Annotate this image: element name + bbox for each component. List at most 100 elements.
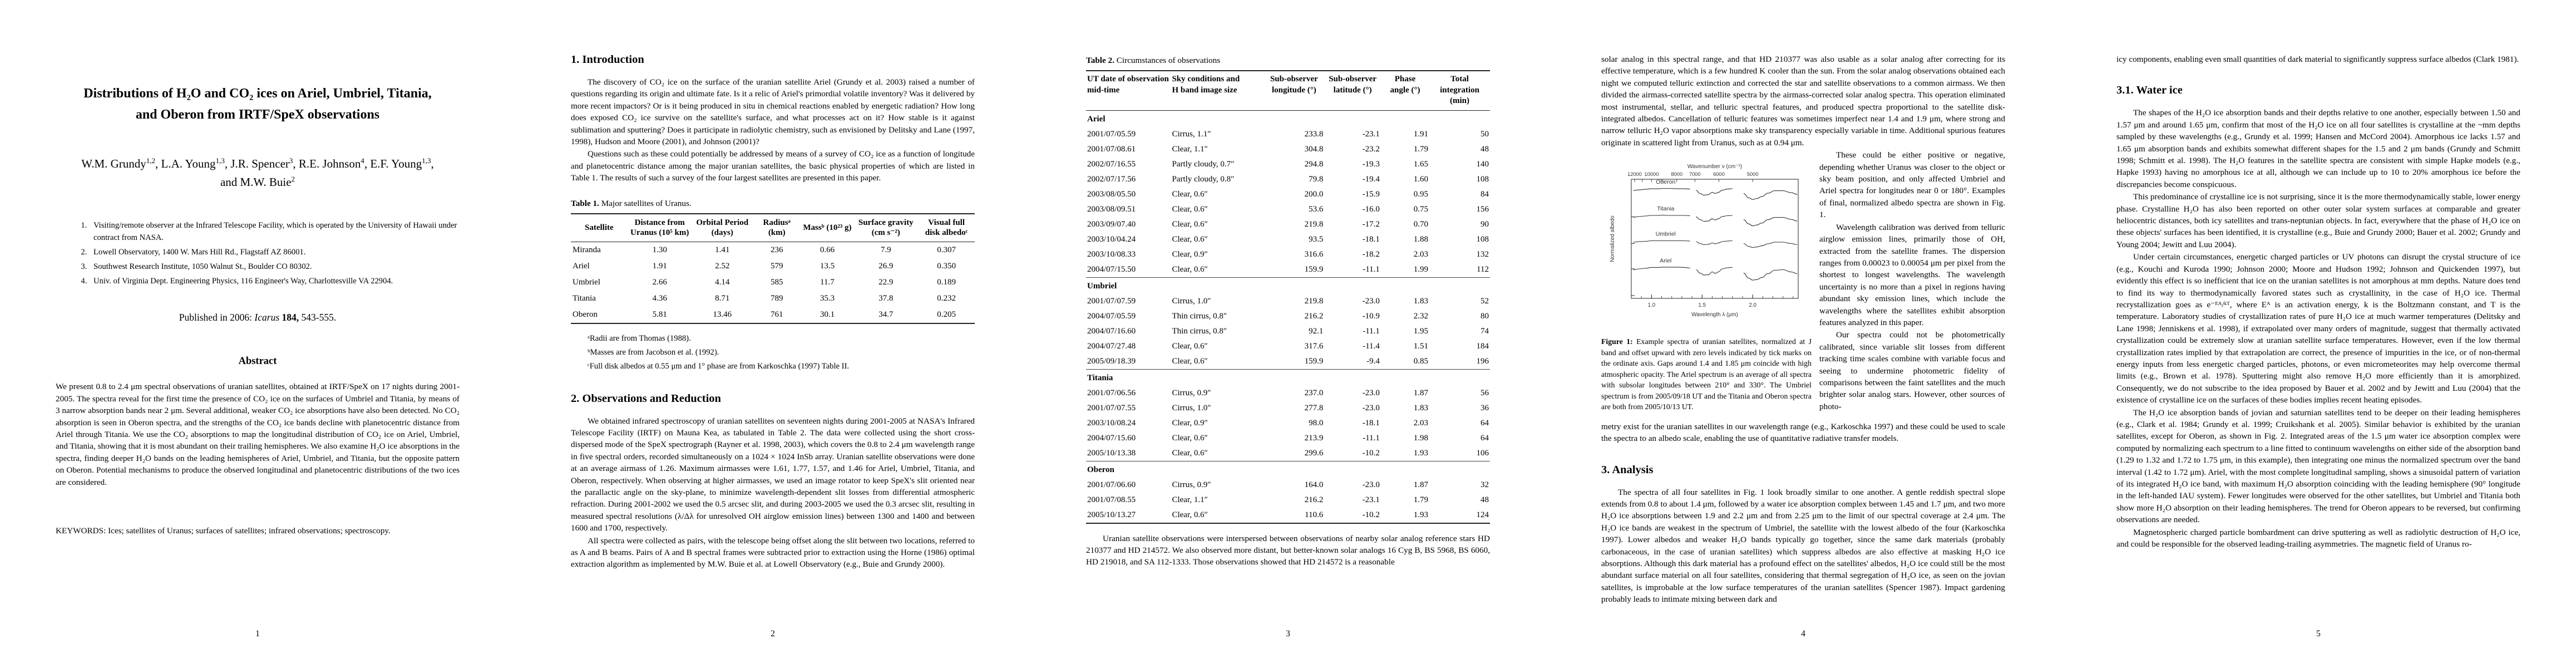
table-cell: 124 bbox=[1476, 510, 1489, 519]
axis-text: 8000 bbox=[1671, 171, 1682, 177]
table-cell: Partly cloudy, 0.7″ bbox=[1172, 159, 1235, 169]
page-number: 4 bbox=[1801, 629, 1805, 638]
spectrum-curve-ariel bbox=[1633, 267, 1690, 271]
paragraph: The H₂O ice absorption bands of jovian a… bbox=[2116, 407, 2520, 525]
table-cell: 789 bbox=[770, 294, 783, 303]
table-row: 2003/09/07.40 Clear, 0.6″ 219.8 -17.2 0.70 90 bbox=[1086, 217, 1490, 232]
table-cell: 2001/07/08.55 bbox=[1087, 495, 1136, 504]
table-cell: Clear, 0.6″ bbox=[1172, 264, 1208, 274]
table-cell: 1.51 bbox=[1413, 341, 1429, 351]
abstract-text: We present 0.8 to 2.4 μm spectral observ… bbox=[56, 382, 460, 487]
table-cell: 2004/07/16.60 bbox=[1087, 326, 1136, 336]
table-cell: 1.60 bbox=[1413, 174, 1429, 184]
table-cell: -23.1 bbox=[1362, 495, 1380, 504]
table-cell: 90 bbox=[1481, 219, 1489, 229]
affiliation: Visiting/remote observer at the Infrared… bbox=[89, 220, 460, 244]
axis-text: Wavelength λ (μm) bbox=[1691, 312, 1738, 318]
section-heading-introduction: 1. Introduction bbox=[571, 53, 644, 66]
table-cell: -10.2 bbox=[1362, 448, 1380, 458]
table-cell: 216.2 bbox=[1304, 311, 1324, 321]
spectrum-curve-titania bbox=[1633, 215, 1690, 218]
published-line: Published in 2006: Icarus 184, 543-555. bbox=[56, 312, 460, 323]
table-cell: 237.0 bbox=[1304, 388, 1324, 397]
series-label-umbriel: Umbriel bbox=[1656, 231, 1676, 238]
table-row: 2005/10/13.27 Clear, 0.6″ 110.6 -10.2 1.93 12… bbox=[1086, 508, 1490, 523]
author: L.A. Young1,3, bbox=[161, 156, 231, 170]
table-cell: 156 bbox=[1476, 204, 1489, 214]
axis-text: 12000 bbox=[1627, 171, 1642, 177]
table-row: 2004/07/15.60 Clear, 0.6″ 213.9 -11.1 1.98 64 bbox=[1086, 431, 1490, 446]
table-cell: Clear, 0.6″ bbox=[1172, 341, 1208, 351]
table-cell: 1.79 bbox=[1413, 495, 1429, 504]
table-cell: 11.7 bbox=[820, 278, 835, 287]
paragraph: The spectra of all four satellites in Fi… bbox=[1601, 487, 2005, 605]
paragraph: The shapes of the H₂O ice absorption ban… bbox=[2116, 108, 2520, 189]
page-4: solar analog in this spectral range, and… bbox=[1546, 0, 2061, 668]
table-cell: 50 bbox=[1481, 129, 1489, 139]
table-row: 2001/07/08.61 Clear, 1.1″ 304.8 -23.2 1.79 48 bbox=[1086, 142, 1490, 157]
table-cell: 35.3 bbox=[820, 294, 835, 303]
published-prefix: Published in 2006: bbox=[179, 312, 255, 323]
table-row: Umbriel 2.66 4.14 585 11.7 22.9 0.189 bbox=[571, 274, 975, 291]
satellite-group-oberon: Oberon 2001/07/06.60 Cirrus, 0.9″ 164.0 -23.… bbox=[1086, 461, 1490, 523]
author: E.F. Young1,3, bbox=[370, 156, 434, 170]
column-header: UT date of observation mid-time bbox=[1086, 71, 1171, 111]
table-row: 2001/07/07.59 Cirrus, 1.0″ 219.8 -23.0 1.83 5… bbox=[1086, 294, 1490, 309]
table-row: 2003/08/05.50 Clear, 0.6″ 200.0 -15.9 0.95 84 bbox=[1086, 187, 1490, 202]
table-cell: -11.1 bbox=[1363, 326, 1380, 336]
table-cell: 213.9 bbox=[1304, 433, 1324, 443]
satellite-group-umbriel: Umbriel 2001/07/07.59 Cirrus, 1.0″ 219.8 -23… bbox=[1086, 277, 1490, 369]
paragraph: Magnetospheric charged particle bombardm… bbox=[2116, 527, 2520, 549]
table-cell: -23.0 bbox=[1362, 480, 1380, 489]
paragraph: Under certain circumstances, energetic c… bbox=[2116, 252, 2520, 405]
table-cell: 4.36 bbox=[652, 294, 667, 303]
table-cell: Titania bbox=[573, 294, 596, 303]
spectra-plot: Wavenumber ν (cm⁻¹) 12000 10000 8000 7000 600… bbox=[1610, 164, 1799, 318]
axis-text: 1.5 bbox=[1698, 302, 1706, 308]
table-cell: -19.4 bbox=[1362, 174, 1380, 184]
table-cell: 93.5 bbox=[1309, 234, 1324, 244]
table-cell: 5.81 bbox=[652, 310, 667, 320]
table-cell: 200.0 bbox=[1304, 189, 1324, 199]
table-cell: 159.9 bbox=[1304, 356, 1324, 366]
table1-caption: Table 1. Major satellites of Uranus. bbox=[571, 199, 975, 209]
table-row: 2003/10/04.24 Clear, 0.6″ 93.5 -18.1 1.88 108 bbox=[1086, 232, 1490, 247]
group-label: Oberon bbox=[1087, 465, 1114, 474]
table-cell: 0.70 bbox=[1413, 219, 1429, 229]
table-cell: 219.8 bbox=[1304, 296, 1324, 306]
section-heading-observations: 2. Observations and Reduction bbox=[571, 392, 721, 405]
table-cell: -11.1 bbox=[1363, 264, 1380, 274]
affiliation: Southwest Research Institute, 1050 Walnu… bbox=[89, 261, 460, 273]
table-cell: 196 bbox=[1476, 356, 1489, 366]
table-row: 2003/10/08.33 Clear, 0.9″ 316.6 -18.2 2.03 13… bbox=[1086, 247, 1490, 262]
table-row: 2001/07/07.55 Cirrus, 1.0″ 277.8 -23.0 1.83 3… bbox=[1086, 401, 1490, 416]
spectrum-curve-ariel bbox=[1743, 269, 1798, 281]
figure-1-caption: Figure 1: Example spectra of uranian sat… bbox=[1601, 336, 1812, 412]
journal-volume: 184, bbox=[279, 312, 299, 323]
table-cell: Miranda bbox=[573, 245, 601, 255]
table-row: 2003/10/08.24 Clear, 0.9″ 98.0 -18.1 2.03 64 bbox=[1086, 416, 1490, 431]
table-row: 2001/07/06.56 Cirrus, 0.9″ 237.0 -23.0 1.87 5… bbox=[1086, 386, 1490, 401]
satellite-group-ariel: Ariel 2001/07/05.59 Cirrus, 1.1″ 233.8 -23.1… bbox=[1086, 110, 1490, 277]
table-cell: 0.350 bbox=[937, 262, 956, 271]
table-cell: 80 bbox=[1481, 311, 1489, 321]
table-major-satellites: Satellite Distance from Uranus (10⁵ km) Or… bbox=[571, 213, 975, 325]
table-cell: 304.8 bbox=[1304, 144, 1324, 154]
table-cell: 32 bbox=[1481, 480, 1489, 489]
column-header: Satellite bbox=[571, 213, 628, 243]
table-cell: 98.0 bbox=[1309, 418, 1324, 428]
table-cell: 579 bbox=[770, 262, 783, 271]
paper-title: Distributions of H₂O and CO₂ ices on Ari… bbox=[83, 86, 432, 122]
table-cell: 2003/10/08.33 bbox=[1087, 249, 1136, 259]
group-label: Titania bbox=[1087, 373, 1113, 382]
table-cell: Clear, 0.9″ bbox=[1172, 249, 1208, 259]
paragraph: metry exist for the uranian satellites i… bbox=[1601, 421, 2005, 444]
spectrum-curve-oberon bbox=[1633, 188, 1690, 191]
table-cell: Oberon bbox=[573, 310, 598, 320]
table-cell: -23.0 bbox=[1362, 296, 1380, 306]
axis-text: Normalized albedo bbox=[1610, 215, 1616, 262]
page-number: 5 bbox=[2316, 629, 2321, 638]
table-cell: Clear, 0.6″ bbox=[1172, 510, 1208, 519]
paragraph: icy components, enabling even small quan… bbox=[2116, 55, 2519, 64]
